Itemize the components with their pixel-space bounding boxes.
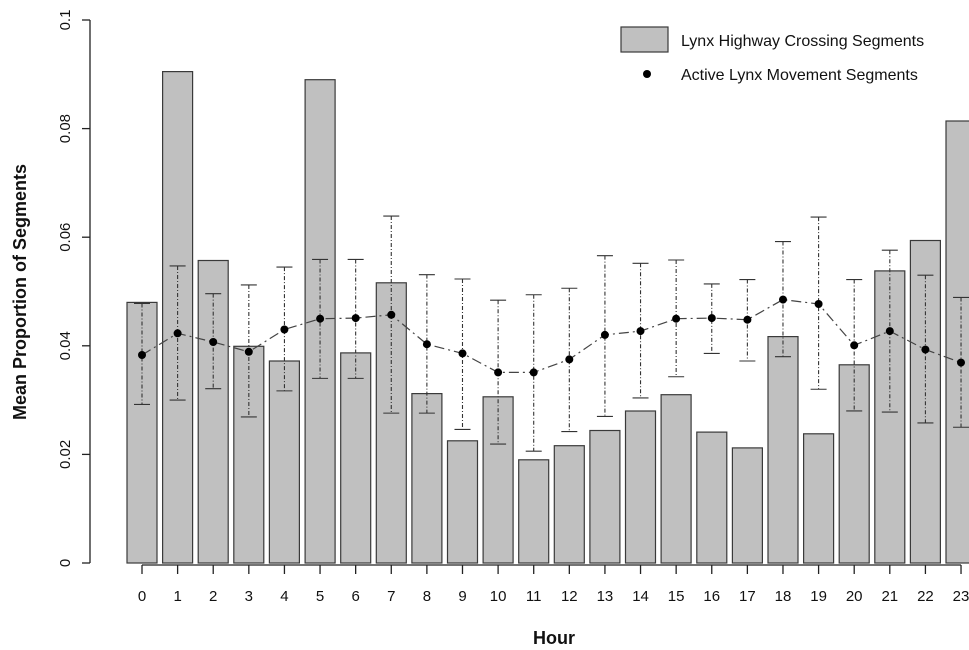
x-tick-label: 10 <box>490 588 507 605</box>
y-tick-label: 0 <box>57 559 74 567</box>
x-tick-label: 8 <box>423 588 431 605</box>
x-tick-label: 11 <box>526 588 542 605</box>
point-hour-10 <box>494 368 503 377</box>
bar-hour-16 <box>696 431 728 564</box>
y-axis: 0 0.02 0.04 0.06 0.08 0.1 <box>57 10 91 567</box>
x-tick-label: 3 <box>245 588 253 605</box>
bar-hour-2 <box>197 259 229 564</box>
x-tick-label: 20 <box>846 588 863 605</box>
bar-hour-9 <box>446 440 479 564</box>
point-hour-21 <box>885 327 894 336</box>
x-tick-label: 7 <box>387 588 395 605</box>
point-hour-15 <box>672 314 681 323</box>
x-tick-label: 14 <box>632 588 649 605</box>
legend-swatch-bar <box>620 26 669 53</box>
bar-hour-14 <box>624 410 657 564</box>
point-hour-11 <box>529 368 538 377</box>
x-tick-label: 21 <box>881 588 898 605</box>
legend-swatch-point <box>643 70 651 78</box>
x-tick-label: 12 <box>561 588 578 605</box>
point-hour-20 <box>850 341 859 350</box>
point-hour-1 <box>173 329 182 338</box>
bar-hour-3 <box>233 345 265 564</box>
bar-hour-6 <box>340 352 372 564</box>
point-hour-16 <box>707 314 716 323</box>
x-tick-label: 2 <box>209 588 217 605</box>
bar-hour-15 <box>660 394 692 564</box>
bar-hour-4 <box>268 360 300 564</box>
point-hour-19 <box>814 300 823 308</box>
point-hour-5 <box>316 314 325 323</box>
point-hour-17 <box>743 315 752 324</box>
bar-hour-12 <box>553 445 585 564</box>
bar-hour-19 <box>802 433 835 564</box>
bars <box>126 70 969 564</box>
x-tick-label: 1 <box>173 588 181 605</box>
x-tick-label: 5 <box>316 588 324 605</box>
bar-hour-13 <box>589 429 621 564</box>
x-tick-label: 0 <box>138 588 146 605</box>
y-tick-label: 0.1 <box>57 10 74 31</box>
y-tick-label: 0.04 <box>57 331 74 360</box>
point-hour-18 <box>779 295 787 304</box>
point-hour-7 <box>387 310 396 319</box>
x-axis-title: Hour <box>533 628 575 648</box>
x-tick-label: 15 <box>668 588 685 605</box>
x-tick-label: 9 <box>458 588 466 605</box>
point-hour-12 <box>565 355 574 364</box>
bar-hour-18 <box>767 336 799 564</box>
point-hour-0 <box>138 351 146 359</box>
x-tick-label: 6 <box>351 588 359 605</box>
point-hour-13 <box>600 330 609 339</box>
bar-hour-23 <box>945 120 969 564</box>
x-tick-label: 18 <box>775 588 792 605</box>
point-hour-22 <box>921 345 930 354</box>
point-hour-23 <box>957 358 965 367</box>
y-tick-label: 0.02 <box>57 440 74 469</box>
point-hour-14 <box>636 327 645 336</box>
x-tick-label: 16 <box>703 588 720 605</box>
bar-hour-20 <box>838 364 870 564</box>
y-tick-label: 0.08 <box>57 114 74 143</box>
x-tick-label: 19 <box>810 588 827 605</box>
x-tick-label: 22 <box>917 588 934 605</box>
x-tick-label: 13 <box>597 588 614 605</box>
bar-hour-7 <box>375 282 407 564</box>
point-hour-2 <box>209 338 218 346</box>
y-axis-title: Mean Proportion of Segments <box>10 164 30 420</box>
bar-hour-17 <box>731 447 764 564</box>
x-tick-label: 4 <box>280 588 288 605</box>
series-line-active-movement <box>141 298 962 373</box>
points <box>138 295 965 377</box>
bar-hour-11 <box>518 459 550 564</box>
bar-hour-8 <box>411 393 443 564</box>
x-tick-label: 23 <box>953 588 969 605</box>
bar-hour-10 <box>482 396 514 564</box>
point-hour-6 <box>351 314 360 323</box>
legend: Lynx Highway Crossing Segments Active Ly… <box>620 26 924 84</box>
point-hour-8 <box>422 340 431 349</box>
point-hour-4 <box>280 325 289 334</box>
x-tick-label: 17 <box>739 588 756 605</box>
point-hour-3 <box>244 347 253 356</box>
y-tick-label: 0.06 <box>57 223 74 252</box>
x-axis: 0 1 2 3 4 5 6 7 8 9 10 11 12 13 14 15 16 17 18 19 20 21 22 23 <box>138 564 969 605</box>
legend-label-highway-crossing: Lynx Highway Crossing Segments <box>681 33 924 50</box>
legend-label-active-movement: Active Lynx Movement Segments <box>681 67 918 84</box>
point-hour-9 <box>458 349 467 358</box>
